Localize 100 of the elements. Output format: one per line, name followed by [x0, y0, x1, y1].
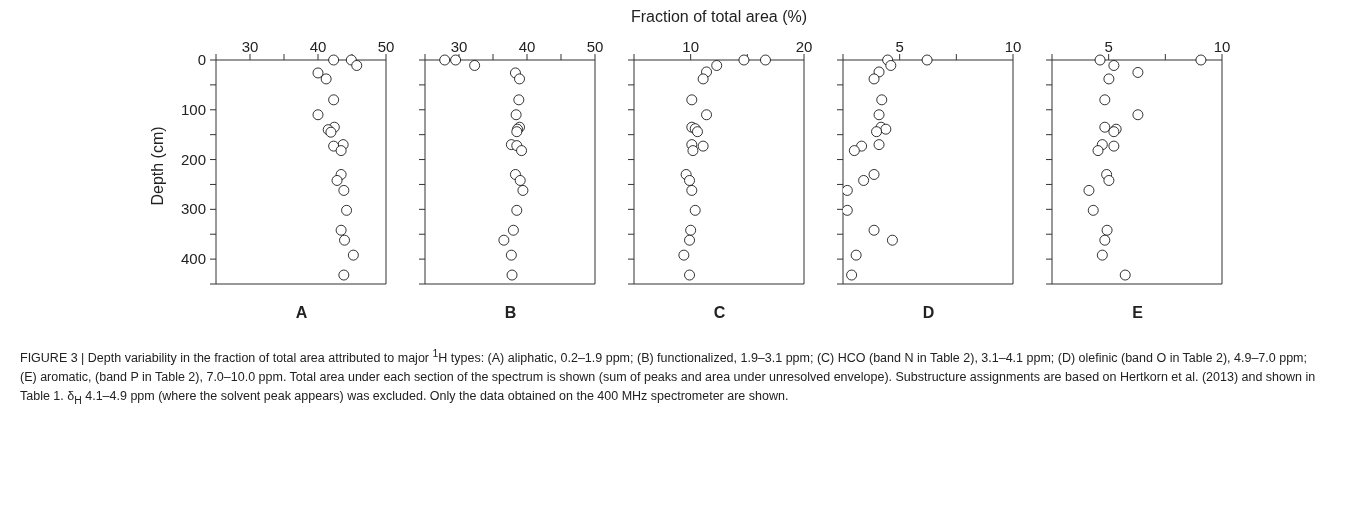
x-tick-label: 10: [682, 38, 700, 55]
point: [701, 109, 712, 121]
text: A: [294, 304, 309, 322]
point: [684, 234, 695, 246]
x-tick-label: 50: [586, 38, 604, 55]
point: [871, 126, 882, 138]
x-tick-label: 5: [895, 38, 904, 55]
point: [439, 54, 451, 66]
point: [514, 175, 526, 186]
point: [684, 269, 695, 281]
point: [351, 60, 363, 71]
point: [335, 224, 347, 236]
y-tick-label: 300: [179, 200, 207, 219]
point: [697, 73, 709, 85]
point: [846, 269, 858, 281]
point: [921, 54, 933, 66]
y-tick-label: 400: [179, 250, 207, 269]
point: [684, 175, 695, 186]
point: [873, 139, 885, 151]
point: [848, 145, 860, 156]
point: [1108, 60, 1120, 71]
point: [1101, 224, 1113, 236]
point: [873, 109, 885, 121]
y-tick-label: 200: [179, 150, 207, 169]
point: [843, 204, 853, 216]
point: [328, 54, 340, 66]
x-tick-label: 5: [1104, 38, 1113, 55]
x-tick-label: 30: [450, 38, 468, 55]
point: [887, 234, 898, 246]
y-axis-title: Depth (cm): [149, 125, 167, 208]
x-tick-label: 30: [241, 38, 259, 55]
point: [1099, 234, 1111, 246]
point: [347, 249, 359, 261]
point: [1099, 121, 1111, 133]
point: [850, 249, 862, 261]
y-tick-label: 0: [196, 51, 207, 69]
point: [1108, 140, 1120, 152]
point: [320, 73, 332, 85]
point: [516, 145, 527, 156]
x-axis-title: Fraction of total area (%): [630, 8, 808, 26]
text: C: [712, 304, 727, 322]
y-tick-label: 100: [179, 100, 207, 119]
point: [686, 94, 698, 106]
point: [868, 224, 880, 236]
point: [331, 175, 343, 186]
point: [689, 204, 701, 216]
point: [1094, 54, 1106, 66]
point: [450, 54, 461, 66]
point: [685, 224, 697, 236]
point: [498, 234, 510, 246]
point: [506, 269, 518, 281]
x-tick-label: 10: [1004, 38, 1022, 55]
x-tick-label: 40: [518, 38, 536, 55]
point: [697, 140, 709, 152]
point: [508, 224, 519, 236]
x-tick-label: 20: [795, 38, 813, 55]
point: [760, 54, 771, 66]
point: [341, 204, 352, 216]
point: [514, 73, 525, 85]
point: [505, 249, 517, 261]
point: [1092, 145, 1104, 156]
point: [876, 94, 888, 106]
point: [856, 140, 867, 152]
point: [338, 185, 350, 196]
point: [1195, 54, 1207, 66]
point: [868, 73, 880, 85]
text: E: [1131, 304, 1144, 322]
point: [686, 185, 698, 196]
point: [335, 145, 347, 156]
point: [1119, 269, 1131, 281]
point: [312, 109, 324, 121]
x-tick-label: 40: [309, 38, 327, 55]
point: [1103, 73, 1115, 85]
x-tick-label: 50: [377, 38, 395, 55]
point: [858, 175, 870, 186]
point: [711, 60, 723, 71]
point: [868, 169, 880, 180]
point: [1103, 175, 1115, 186]
point: [1087, 204, 1099, 216]
point: [469, 60, 481, 71]
point: [517, 185, 529, 196]
caption: FIGURE 3 | Depth variability in the fraction of total area attributed to major $^{1}$H types: (A) aliphatic, 0.2–1.9 ppm; (B) functionalized, 1.9–3.1 ppm; (C) HCO (band N in Table 2), 3.1–4.1 ppm; (D) olefinic (band O in Table 2), 4.9–7.0 ppm; (E) aromatic, (band P in Table 2), 7.0–10.0 ppm. Total area under each section of the spectrum is shown (sum of peaks and area under unresolved envelope). Substructure assignments are based on Hertkorn et al. (2013) and shown in Table 1. δ$_{H}$ 4.1–4.9 ppm (where the solvent peak appears) was excluded. Only the data obtained on the 400 MHz spectrometer are shown.: [19, 347, 1317, 408]
point: [338, 269, 350, 281]
point: [513, 94, 525, 106]
point: [510, 109, 522, 121]
point: [511, 204, 523, 216]
point: [678, 249, 690, 261]
x-tick-label: 10: [1213, 38, 1231, 55]
point: [1132, 67, 1144, 78]
text: B: [503, 304, 518, 322]
point: [1083, 185, 1095, 196]
point: [1099, 94, 1111, 106]
point: [738, 54, 750, 66]
point: [687, 145, 699, 156]
point: [1096, 249, 1108, 261]
point: [328, 94, 340, 106]
point: [885, 60, 897, 71]
point: [873, 66, 885, 78]
point: [339, 234, 350, 246]
point: [312, 67, 324, 79]
